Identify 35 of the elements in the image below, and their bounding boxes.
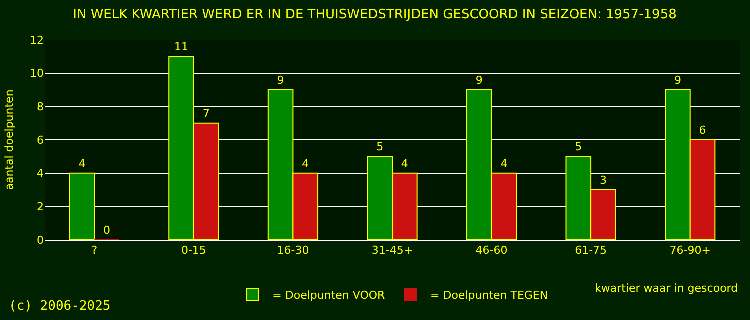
data-label: 9: [277, 74, 284, 87]
legend-label: = Doelpunten TEGEN: [430, 288, 548, 302]
y-tick-label: 2: [37, 200, 44, 214]
y-tick-label: 4: [37, 167, 44, 180]
x-tick-label: ?: [92, 244, 98, 258]
data-label: 4: [500, 157, 508, 170]
y-axis-title: aantal doelpunten: [3, 90, 16, 190]
data-label: 3: [600, 174, 607, 187]
y-tick-label: 12: [30, 34, 44, 47]
y-tick-label: 8: [37, 100, 44, 114]
x-tick-label: 76-90+: [670, 244, 711, 258]
x-tick-label: 31-45+: [372, 244, 414, 258]
x-tick-label: 16-30: [277, 244, 310, 258]
data-label: 9: [674, 74, 682, 87]
data-label: 11: [174, 40, 189, 54]
data-label: 4: [78, 157, 86, 170]
x-tick-label: 61-75: [575, 244, 608, 258]
y-tick-label: 10: [30, 67, 44, 80]
data-label: 4: [401, 157, 408, 170]
data-label: 9: [476, 74, 483, 87]
chart-title: IN WELK KWARTIER WERD ER IN DE THUISWEDSTRIJDEN GESCOORD IN SEIZOEN: 1957-1958: [73, 8, 677, 23]
y-tick-label: 6: [37, 134, 44, 147]
x-tick-label: 0-15: [181, 244, 206, 258]
data-label: 6: [699, 124, 706, 137]
x-tick-label: 46-60: [476, 244, 508, 258]
y-tick-label: 0: [37, 234, 44, 247]
data-label: 5: [376, 140, 384, 154]
x-axis-title: kwartier waar in gescoord: [595, 282, 738, 295]
data-label: 4: [302, 157, 310, 170]
legend-label: = Doelpunten VOOR: [272, 288, 386, 302]
data-label: 7: [202, 107, 210, 120]
data-label: 5: [575, 140, 582, 154]
bar: [69, 172, 96, 240]
data-label: 0: [104, 224, 111, 237]
text: (c) 2006-2025: [9, 299, 111, 314]
